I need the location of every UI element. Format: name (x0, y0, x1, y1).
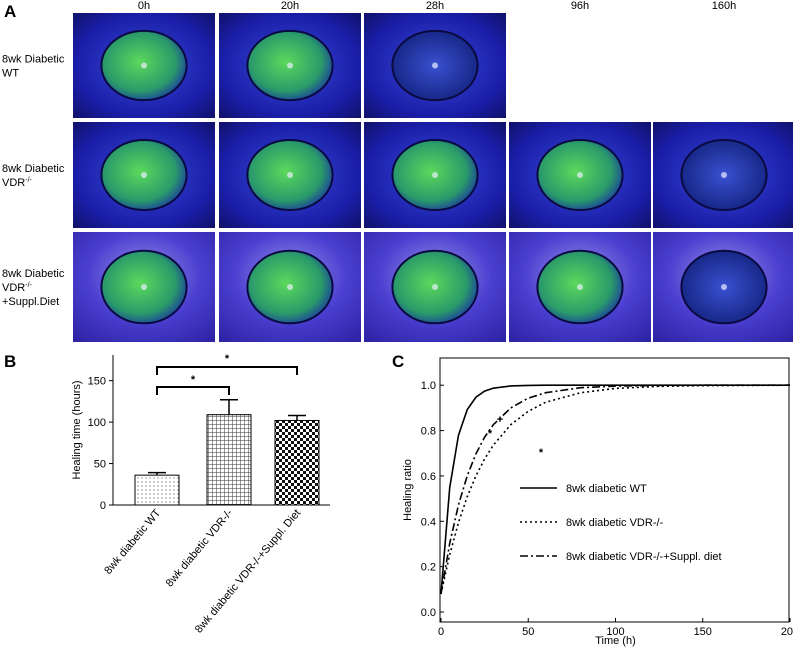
highlight (577, 284, 583, 290)
significance-mark: * (539, 447, 544, 459)
row-label: 8wk Diabetic (2, 54, 65, 66)
significance-bracket (156, 366, 298, 375)
y-tick-label: 0.8 (421, 426, 436, 438)
y-tick-label: 0.2 (421, 562, 436, 574)
y-tick-label: 1.0 (421, 380, 436, 392)
column-header: 0h (138, 0, 150, 12)
eye-photo (219, 13, 361, 118)
y-tick-label: 100 (88, 417, 106, 429)
row-label-sup: -/- (25, 282, 32, 289)
x-tick-label: 8wk diabetic VDR-/- (164, 507, 236, 589)
highlight (287, 62, 293, 69)
row-label-text: VDR (2, 177, 25, 189)
eye-photo (219, 122, 361, 228)
highlight (432, 62, 438, 69)
y-tick-label: 150 (88, 376, 106, 388)
x-tick-label: 8wk diabetic WT (102, 507, 163, 577)
significance-mark: * (225, 353, 230, 365)
eye-photo (364, 13, 506, 118)
panel-label: C (392, 352, 404, 371)
panel-label: A (4, 2, 16, 21)
highlight (141, 284, 147, 290)
x-tick-label: 100 (606, 626, 624, 638)
y-tick-label: 0.6 (421, 471, 436, 483)
row-label: 8wk Diabetic (2, 268, 65, 280)
x-axis-label: Time (h) (595, 635, 636, 647)
eye-photo (509, 232, 651, 342)
x-tick-label: 200 (781, 626, 793, 638)
highlight (141, 172, 147, 178)
y-axis-label: Healing time (hours) (71, 380, 83, 479)
eye-photo (364, 122, 506, 228)
row-label-text: VDR (2, 282, 25, 294)
column-header: 28h (426, 0, 444, 12)
highlight (721, 172, 727, 178)
legend-label: 8wk diabetic VDR-/-+Suppl. diet (566, 551, 722, 563)
row-label: VDR-/- (2, 177, 33, 189)
eye-photo (653, 232, 793, 342)
column-header: 96h (571, 0, 589, 12)
row-label-sup: -/- (25, 177, 32, 184)
series-line (440, 384, 791, 595)
eye-photo (73, 13, 215, 118)
highlight (432, 284, 438, 290)
significance-mark: * (191, 374, 196, 386)
eye-photo (73, 122, 215, 228)
plot-frame (439, 357, 790, 623)
column-header: 20h (281, 0, 299, 12)
eye-photo (219, 232, 361, 342)
y-axis-label: Healing ratio (402, 459, 414, 521)
y-tick-label: 0.4 (421, 516, 436, 528)
panel-label: B (4, 352, 16, 371)
row-label: VDR-/- (2, 282, 33, 294)
highlight (287, 172, 293, 178)
highlight (432, 172, 438, 178)
x-tick-label: 150 (694, 626, 712, 638)
highlight (287, 284, 293, 290)
column-header: 160h (712, 0, 736, 12)
eye-photo (653, 122, 793, 228)
bar (134, 474, 180, 506)
eye-photo (73, 232, 215, 342)
significance-mark: * (488, 428, 493, 440)
series-line (440, 384, 790, 595)
highlight (577, 172, 583, 178)
highlight (721, 284, 727, 290)
bar (206, 414, 252, 506)
eye-photo (364, 232, 506, 342)
bar (274, 419, 320, 506)
y-tick-label: 0.0 (421, 607, 436, 619)
legend-label: 8wk diabetic WT (566, 483, 647, 495)
x-tick-label: 50 (522, 626, 534, 638)
row-label: WT (2, 68, 19, 80)
eye-photo (509, 122, 651, 228)
significance-mark: + (497, 414, 503, 426)
highlight (141, 62, 147, 69)
row-label: +Suppl.Diet (2, 296, 59, 308)
row-label: 8wk Diabetic (2, 163, 65, 175)
y-tick-label: 0 (100, 500, 106, 512)
legend-label: 8wk diabetic VDR-/- (566, 517, 664, 529)
significance-bracket (156, 386, 230, 395)
x-tick-label: 0 (438, 626, 444, 638)
y-tick-label: 50 (94, 459, 106, 471)
